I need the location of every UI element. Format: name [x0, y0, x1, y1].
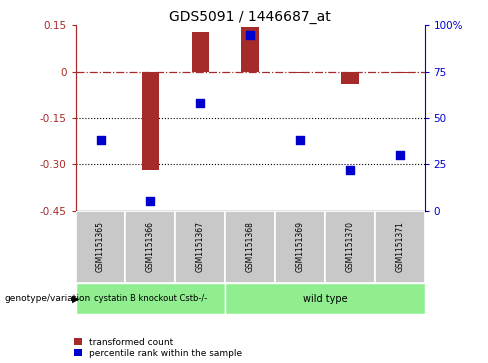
Text: GSM1151368: GSM1151368	[245, 221, 255, 272]
Text: genotype/variation: genotype/variation	[5, 294, 91, 303]
Bar	[275, 211, 325, 283]
Text: cystatin B knockout Cstb-/-: cystatin B knockout Cstb-/-	[94, 294, 207, 303]
Text: GSM1151365: GSM1151365	[96, 221, 105, 272]
Point	[246, 32, 254, 38]
Text: GSM1151371: GSM1151371	[395, 221, 404, 272]
Point	[146, 198, 154, 204]
Bar	[76, 211, 125, 283]
Bar	[225, 283, 425, 314]
Bar	[375, 211, 425, 283]
Bar	[341, 72, 359, 84]
Text: GSM1151366: GSM1151366	[146, 221, 155, 272]
Bar	[325, 211, 375, 283]
Text: wild type: wild type	[303, 294, 347, 303]
Bar	[191, 32, 209, 72]
Bar	[76, 283, 225, 314]
Title: GDS5091 / 1446687_at: GDS5091 / 1446687_at	[169, 11, 331, 24]
Bar	[242, 27, 259, 72]
Bar	[291, 72, 309, 73]
Point	[296, 137, 304, 143]
Bar	[391, 72, 408, 73]
Bar	[142, 72, 159, 170]
Point	[196, 100, 204, 106]
Point	[97, 137, 104, 143]
Legend: transformed count, percentile rank within the sample: transformed count, percentile rank withi…	[73, 337, 243, 359]
Text: GSM1151370: GSM1151370	[346, 221, 354, 272]
Bar	[225, 211, 275, 283]
Text: ▶: ▶	[72, 294, 80, 303]
Point	[396, 152, 404, 158]
Text: GSM1151369: GSM1151369	[295, 221, 305, 272]
Text: GSM1151367: GSM1151367	[196, 221, 205, 272]
Bar	[125, 211, 175, 283]
Bar	[175, 211, 225, 283]
Point	[346, 167, 354, 173]
